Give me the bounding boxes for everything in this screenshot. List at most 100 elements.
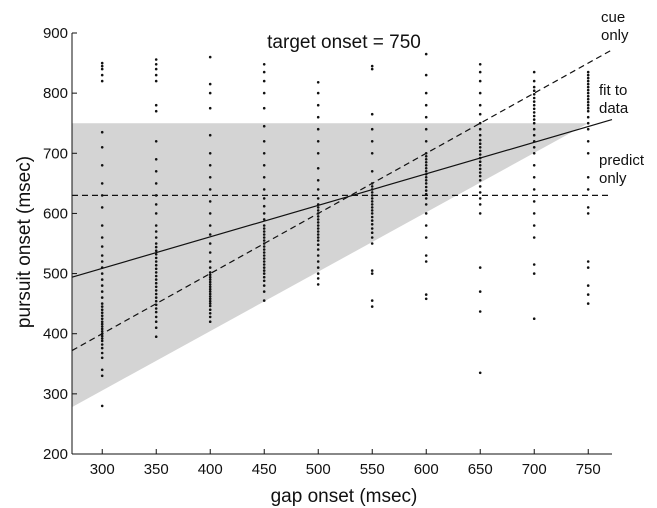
data-point: [370, 305, 374, 308]
data-point: [100, 302, 104, 305]
data-point: [154, 182, 158, 185]
data-point: [316, 91, 320, 95]
data-point: [154, 296, 158, 299]
data-point: [100, 73, 104, 77]
data-point: [208, 106, 212, 110]
data-point: [316, 115, 320, 119]
data-point: [478, 212, 482, 215]
data-point: [262, 299, 266, 302]
data-point: [478, 290, 482, 293]
x-tick-label: 600: [414, 461, 439, 478]
data-point: [424, 164, 428, 167]
data-point: [478, 79, 482, 83]
data-point: [478, 112, 482, 116]
data-point: [154, 67, 158, 71]
data-point: [100, 260, 104, 263]
data-point: [208, 287, 212, 291]
data-point: [478, 310, 482, 313]
data-point: [100, 272, 104, 275]
data-point: [370, 299, 374, 302]
data-point: [208, 242, 212, 245]
data-point: [586, 109, 590, 113]
data-point: [100, 346, 104, 350]
data-point: [208, 233, 212, 236]
data-point: [424, 224, 428, 227]
data-point: [478, 149, 482, 153]
reference-lines: [71, 49, 613, 352]
data-point: [100, 351, 104, 355]
data-point: [370, 269, 374, 272]
data-point: [154, 320, 158, 324]
data-point: [424, 185, 428, 189]
data-point: [316, 260, 320, 263]
data-point: [154, 263, 158, 267]
data-point: [208, 55, 212, 59]
data-point: [424, 155, 428, 158]
line-annotations: cue only fit to data predict only: [599, 9, 645, 187]
data-point: [532, 70, 536, 74]
data-point: [100, 308, 104, 312]
data-point: [478, 197, 482, 200]
data-point: [424, 103, 428, 107]
data-point: [532, 212, 536, 215]
data-point: [100, 206, 104, 209]
data-point: [262, 152, 266, 155]
data-point: [100, 343, 104, 346]
data-point: [154, 335, 158, 339]
data-point: [262, 204, 266, 208]
data-point: [316, 167, 320, 170]
data-point: [586, 127, 590, 131]
data-point: [208, 290, 212, 293]
data-point: [154, 58, 158, 61]
data-point: [316, 81, 320, 84]
data-point: [478, 142, 482, 145]
y-tick-label: 400: [43, 326, 68, 343]
data-point: [262, 263, 266, 266]
data-point: [208, 308, 212, 312]
data-point: [532, 103, 536, 107]
data-point: [478, 185, 482, 188]
data-point: [532, 93, 536, 96]
data-point: [424, 52, 428, 56]
data-point: [100, 404, 104, 408]
data-point: [316, 230, 320, 233]
data-point: [208, 315, 212, 319]
data-point: [586, 79, 590, 83]
data-point: [586, 76, 590, 80]
data-point: [424, 167, 428, 170]
data-point: [478, 121, 482, 125]
data-point: [532, 236, 536, 239]
data-point: [208, 251, 212, 254]
data-point: [208, 320, 212, 324]
data-point: [316, 227, 320, 230]
data-point: [262, 269, 266, 272]
data-point: [154, 307, 158, 310]
data-point: [100, 327, 104, 331]
data-point: [262, 245, 266, 248]
data-point: [532, 272, 536, 275]
data-point: [370, 67, 374, 71]
data-point: [586, 85, 590, 89]
data-point: [154, 140, 158, 143]
data-point: [262, 279, 266, 283]
data-point: [100, 330, 104, 333]
data-point: [316, 127, 320, 131]
data-point: [370, 209, 374, 212]
data-point: [208, 164, 212, 167]
data-point: [100, 314, 104, 318]
data-point: [316, 103, 320, 107]
y-axis-label: pursuit onset (msec): [14, 156, 35, 328]
data-point: [370, 272, 374, 275]
x-axis-label: gap onset (msec): [271, 486, 418, 507]
data-point: [424, 91, 428, 95]
x-tick-label: 650: [468, 461, 493, 478]
x-tick-label: 400: [198, 461, 223, 478]
data-point: [370, 170, 374, 173]
data-point: [370, 197, 374, 200]
data-point: [316, 197, 320, 200]
annotation-fit-to-data: fit to data: [599, 82, 629, 117]
data-point: [586, 73, 590, 77]
data-point: [586, 266, 590, 269]
data-point: [208, 312, 212, 315]
